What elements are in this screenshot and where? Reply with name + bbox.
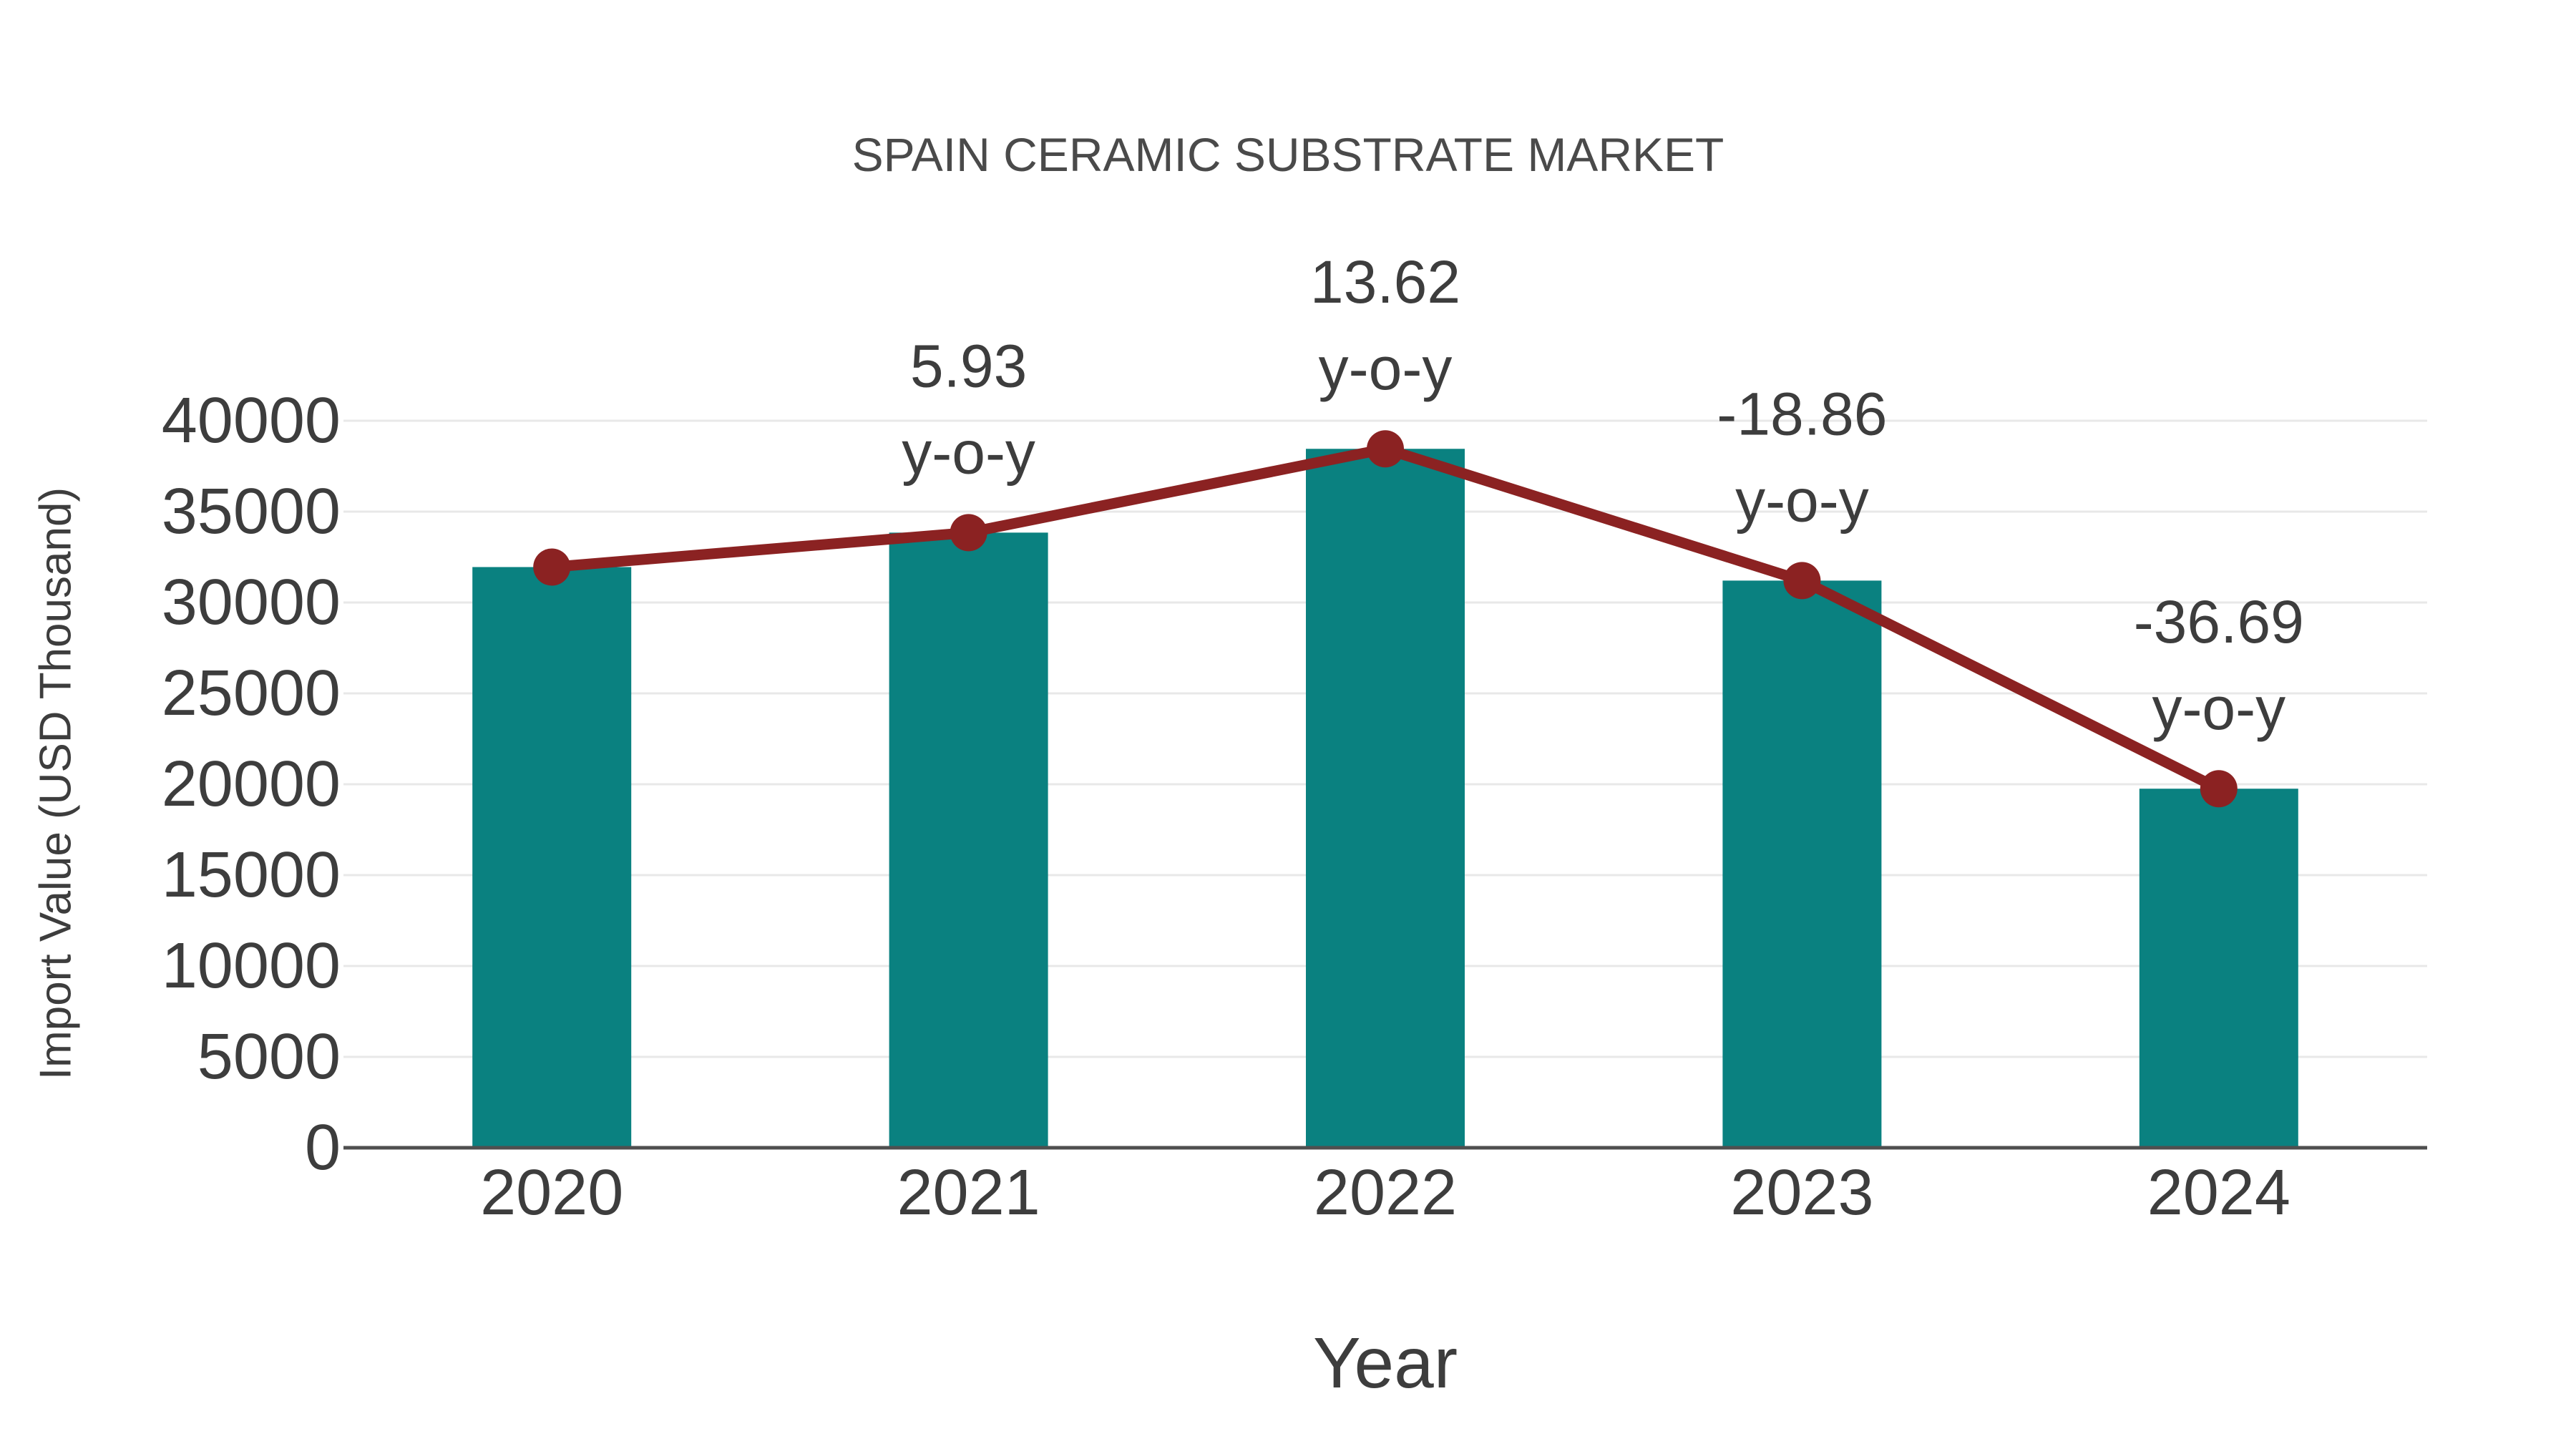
y-axis-title: Import Value (USD Thousand) <box>31 487 81 1080</box>
y-axis-tick-label: 5000 <box>197 1021 341 1093</box>
x-axis-tick-label: 2022 <box>1314 1157 1457 1229</box>
chart-title: SPAIN CERAMIC SUBSTRATE MARKET <box>852 128 1724 181</box>
yoy-marker-2022 <box>1367 430 1404 468</box>
x-axis-tick-label: 2023 <box>1730 1157 1873 1229</box>
yoy-marker-2020 <box>533 548 571 586</box>
yoy-annotation-suffix: y-o-y <box>1735 467 1869 534</box>
yoy-annotation-value: -36.69 <box>2134 588 2304 655</box>
bar-2020 <box>472 567 632 1148</box>
x-axis-tick-label: 2024 <box>2147 1157 2290 1229</box>
bar-2024 <box>2139 789 2298 1148</box>
x-axis-tick-label: 2021 <box>897 1157 1040 1229</box>
yoy-annotation-suffix: y-o-y <box>2152 675 2285 742</box>
y-axis-tick-label: 30000 <box>162 567 341 638</box>
bar-2021 <box>889 532 1048 1148</box>
yoy-annotation-suffix: y-o-y <box>902 419 1035 486</box>
y-axis-tick-label: 10000 <box>162 930 341 1002</box>
x-axis-title: Year <box>1313 1323 1458 1403</box>
yoy-marker-2024 <box>2200 770 2238 808</box>
y-axis-tick-label: 20000 <box>162 748 341 820</box>
x-axis-tick-label: 2020 <box>480 1157 623 1229</box>
bar-2023 <box>1722 580 1882 1148</box>
yoy-annotation-value: -18.86 <box>1717 380 1887 447</box>
y-axis-tick-label: 15000 <box>162 839 341 911</box>
yoy-marker-2021 <box>950 514 987 552</box>
yoy-marker-2023 <box>1783 562 1821 600</box>
y-axis-tick-label: 35000 <box>162 476 341 547</box>
y-axis-tick-label: 40000 <box>162 385 341 457</box>
yoy-annotation-value: 13.62 <box>1310 248 1460 316</box>
yoy-annotation-suffix: y-o-y <box>1319 335 1453 402</box>
bar-2022 <box>1306 449 1465 1148</box>
y-axis-tick-label: 0 <box>305 1112 341 1184</box>
yoy-annotation-value: 5.93 <box>910 332 1028 399</box>
y-axis-tick-label: 25000 <box>162 658 341 729</box>
